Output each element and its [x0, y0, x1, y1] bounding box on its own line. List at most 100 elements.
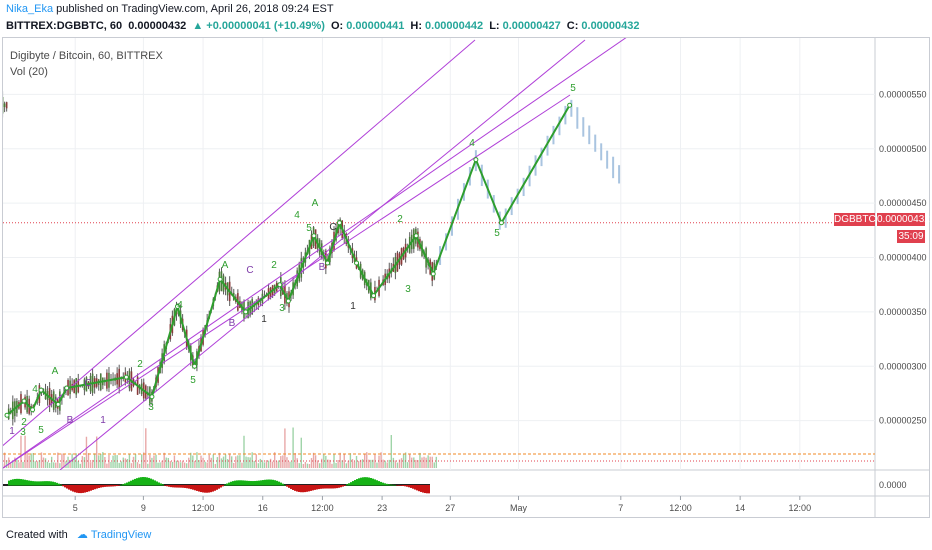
volume-bar: [79, 463, 82, 468]
volume-bar: [421, 457, 423, 468]
indicator-bar: [46, 481, 48, 486]
indicator-bar: [100, 485, 102, 488]
indicator-bar: [174, 485, 176, 488]
indicator-bar: [294, 485, 296, 491]
indicator-bar: [108, 485, 110, 487]
indicator-bar: [368, 477, 370, 486]
indicator-bar: [92, 485, 94, 490]
volume-bar: [26, 452, 28, 468]
indicator-bar: [408, 485, 410, 488]
volume-bar: [302, 463, 305, 468]
volume-bar: [138, 463, 141, 468]
indicator-bar: [258, 480, 260, 486]
x-tick-label: May: [510, 503, 528, 513]
x-tick-label: 23: [377, 503, 387, 513]
volume-bar: [433, 462, 435, 468]
volume-bar: [157, 462, 159, 468]
open-label: O:: [330, 20, 344, 32]
wave-point: [149, 394, 155, 400]
wave-label: 5: [38, 425, 44, 436]
volume-bar: [114, 455, 116, 468]
high-value: 0.00000442: [425, 20, 484, 32]
wave-point: [217, 276, 223, 282]
volume-bar: [298, 463, 300, 468]
volume-bar: [366, 452, 368, 468]
volume-bar: [239, 455, 241, 468]
indicator-bar: [138, 477, 140, 486]
volume-bar: [116, 455, 118, 468]
volume-bar: [192, 455, 194, 468]
indicator-bar: [156, 481, 158, 486]
indicator-bar: [402, 485, 404, 486]
author-link[interactable]: Nika_Eka: [6, 3, 54, 15]
volume-bar: [149, 454, 151, 468]
volume-bar: [384, 460, 386, 468]
indicator-bar: [120, 484, 122, 486]
volume-bar: [435, 456, 438, 468]
indicator-bar: [338, 485, 340, 488]
volume-bar: [390, 435, 393, 468]
tradingview-logo-icon: ☁: [76, 529, 88, 541]
volume-bar: [306, 463, 309, 468]
indicator-bar: [278, 481, 280, 486]
volume-bar: [314, 455, 317, 468]
volume-bar: [206, 462, 208, 468]
wave-point: [277, 282, 283, 288]
indicator-bar: [246, 480, 248, 486]
wave-path: [6, 104, 571, 416]
y-tick-label: 0.00000500: [879, 144, 927, 154]
volume-bar: [177, 460, 180, 468]
volume-bar: [50, 456, 53, 468]
indicator-bar: [30, 480, 32, 486]
volume-bar: [331, 463, 333, 468]
x-tick-label: 12:00: [192, 503, 215, 513]
indicator-bar: [32, 481, 34, 486]
volume-bar: [228, 453, 231, 468]
volume-bar: [169, 461, 172, 468]
indicator-bar: [362, 477, 364, 486]
indicator-bar: [228, 482, 230, 486]
volume-bar: [202, 457, 204, 468]
wave-point: [175, 303, 180, 309]
indicator-bar: [176, 485, 178, 488]
indicator-bar: [172, 485, 174, 488]
volume-bar: [280, 456, 282, 468]
indicator-bar: [22, 479, 24, 486]
price-badge: 0.00000432: [877, 213, 930, 226]
tradingview-link[interactable]: TradingView: [90, 529, 152, 541]
candle-body: [3, 97, 4, 114]
volume-bar: [294, 453, 296, 468]
volume-bar: [190, 452, 192, 468]
volume-bar: [198, 460, 200, 468]
volume-bar: [286, 457, 288, 468]
indicator-bar: [346, 484, 348, 486]
wave-label: B: [319, 262, 326, 273]
volume-bar: [151, 457, 153, 468]
volume-bar: [136, 462, 139, 468]
volume-bar: [126, 458, 129, 468]
publish-line: Nika_Eka published on TradingView.com, A…: [6, 3, 334, 15]
indicator-bar: [420, 485, 422, 492]
volume-bar: [237, 455, 239, 468]
indicator-bar: [242, 480, 244, 486]
volume-bar: [102, 452, 104, 468]
volume-bar: [339, 452, 341, 468]
volume-bar: [423, 456, 425, 468]
indicator-bar: [322, 485, 324, 489]
chart-frame[interactable]: [2, 37, 930, 518]
volume-bar: [380, 452, 382, 468]
wave-label: B: [229, 318, 236, 329]
indicator-bar: [416, 485, 418, 491]
indicator-bar: [26, 480, 28, 486]
volume-bar: [38, 460, 41, 468]
wave-label: A: [52, 366, 59, 377]
volume-bar: [368, 459, 370, 468]
indicator-bar: [144, 477, 146, 486]
volume-bar: [85, 436, 88, 468]
volume-bar: [124, 458, 127, 468]
indicator-bar: [418, 485, 420, 492]
wave-point: [4, 412, 10, 418]
indicator-bar: [400, 485, 402, 486]
volume-bar: [394, 460, 397, 468]
